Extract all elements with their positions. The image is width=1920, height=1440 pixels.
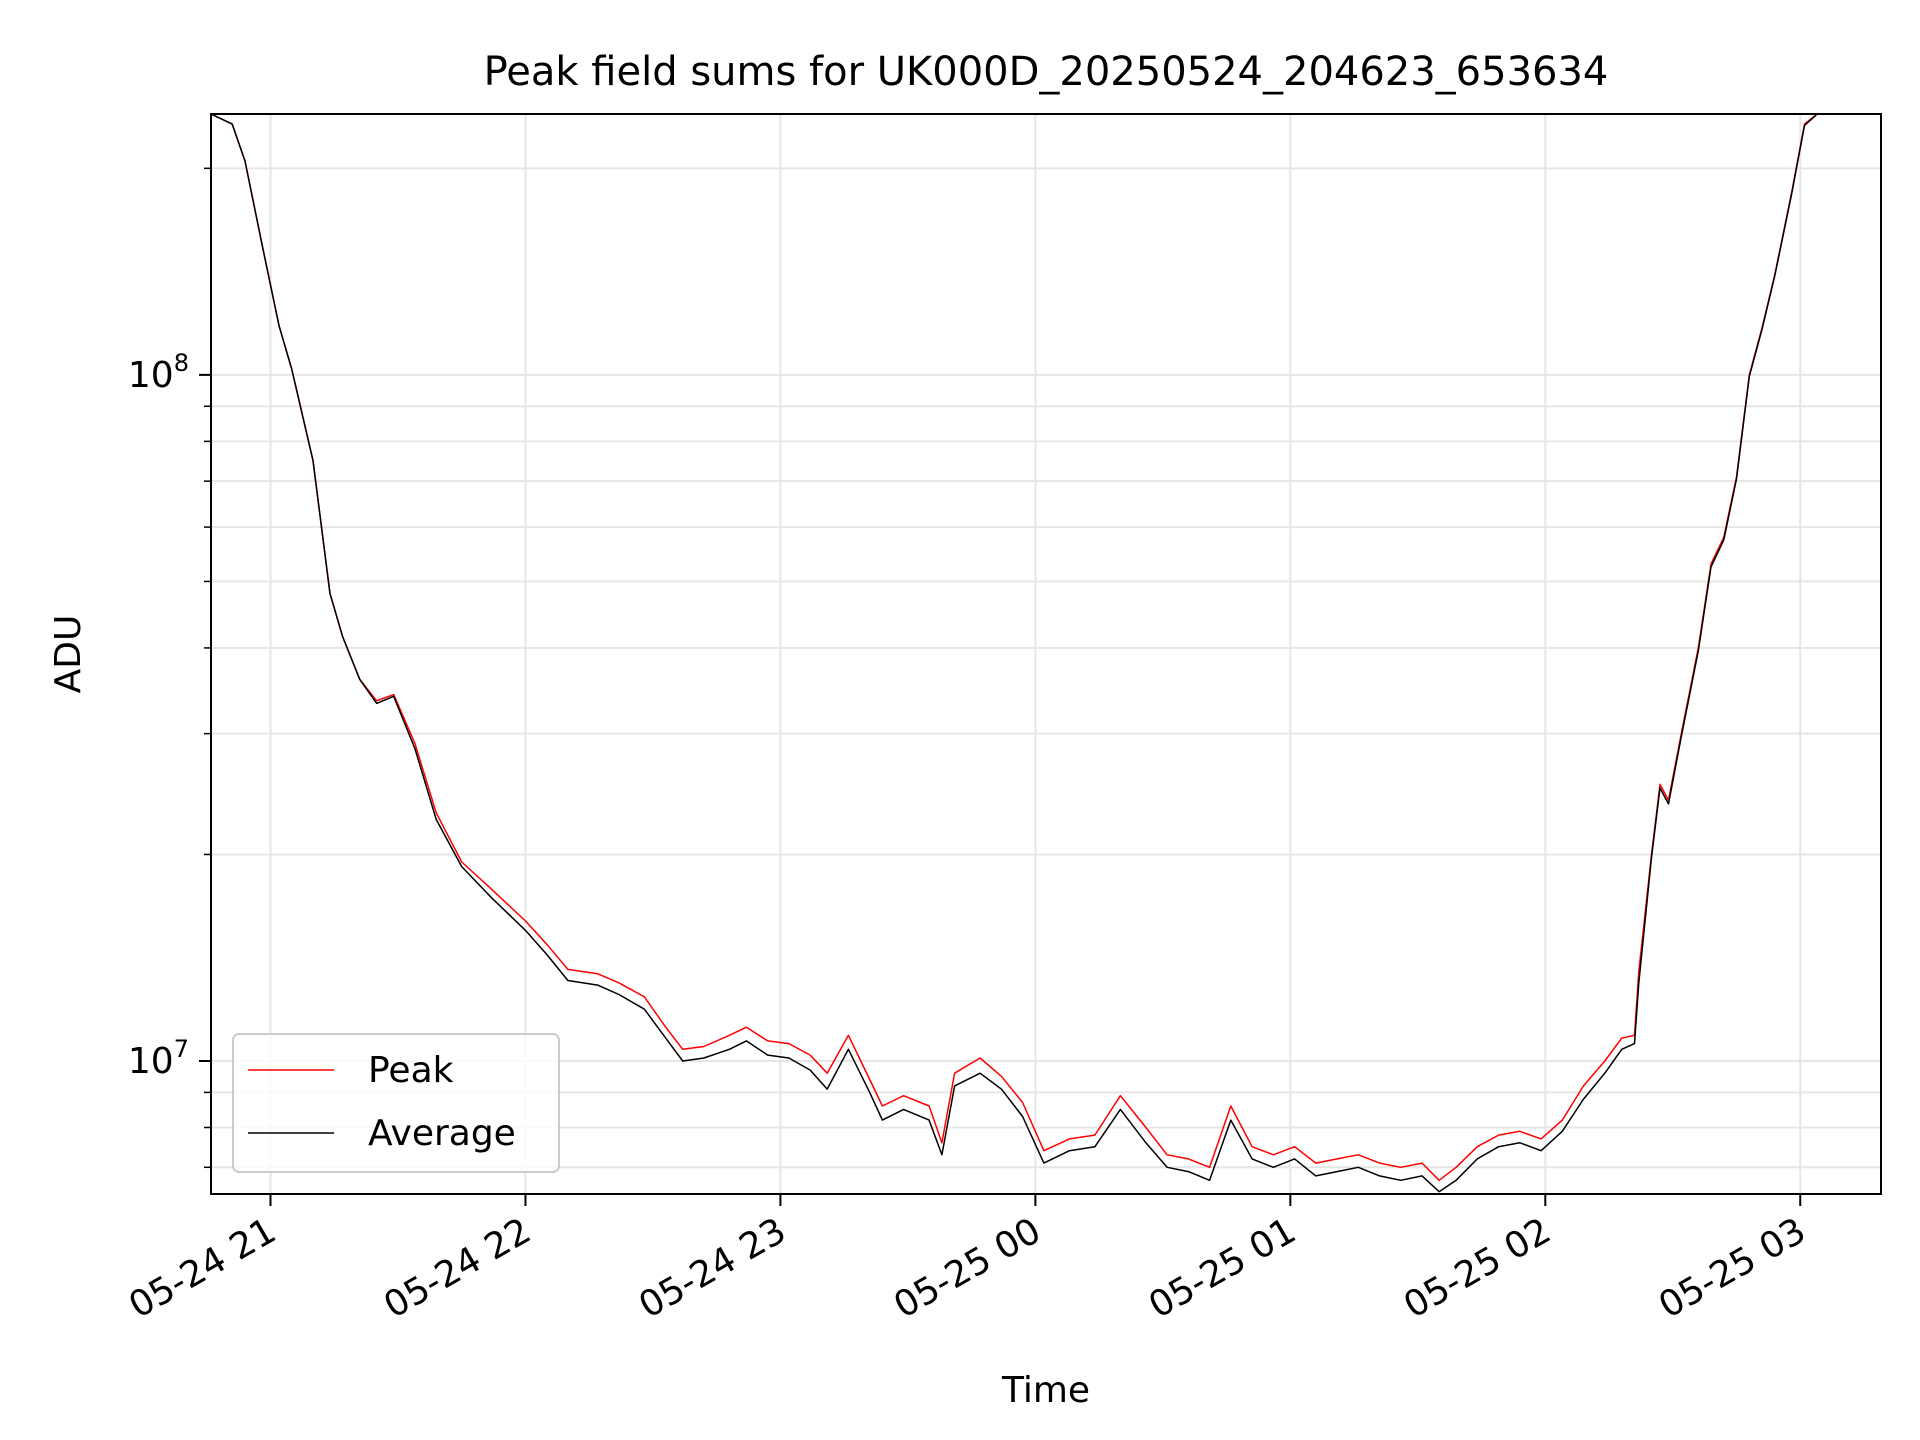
chart-title: Peak field sums for UK000D_20250524_2046… <box>484 49 1609 95</box>
y-tick-label: 108 <box>128 349 189 396</box>
x-axis-label: Time <box>1001 1370 1090 1411</box>
plot-area <box>210 113 1882 1195</box>
legend-box <box>232 1033 560 1173</box>
legend-label-average: Average <box>368 1113 516 1154</box>
legend-label-peak: Peak <box>368 1050 454 1091</box>
legend: Peak Average <box>232 1033 560 1173</box>
y-axis-label: ADU <box>48 615 89 694</box>
series-line-average <box>210 113 1881 1193</box>
y-tick-label: 107 <box>128 1035 189 1082</box>
series-group <box>210 113 1881 1193</box>
